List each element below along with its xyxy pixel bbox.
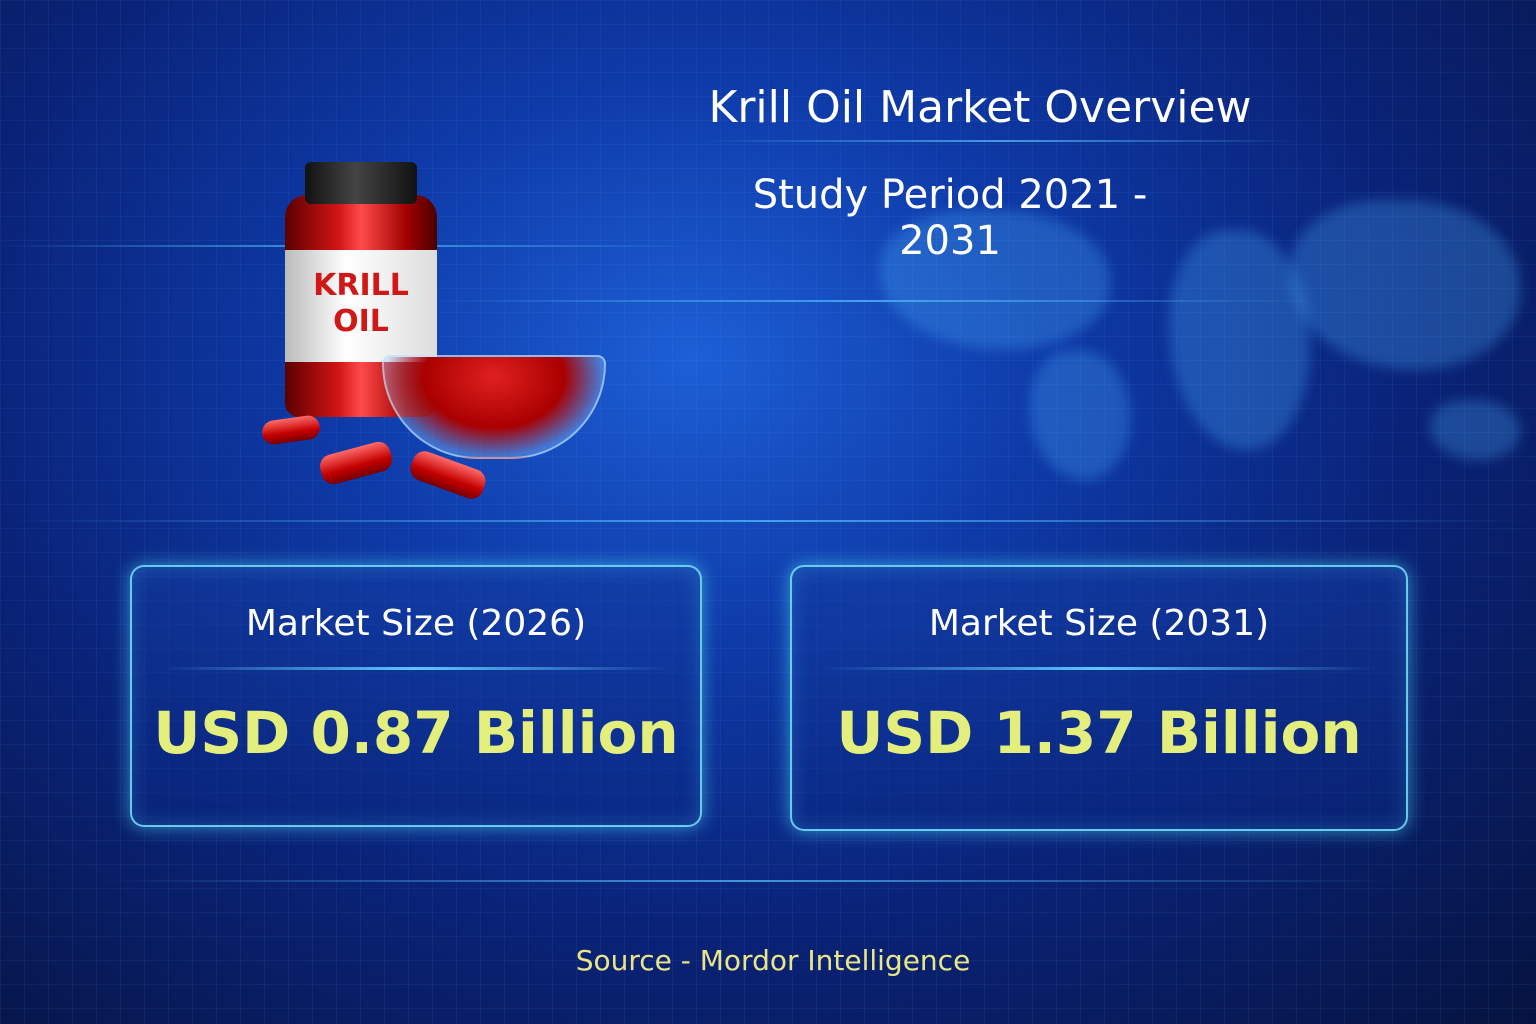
- source-credit: Source - Mordor Intelligence: [575, 944, 971, 977]
- light-streak: [0, 520, 1536, 522]
- study-period: Study Period 2021 - 2031: [752, 172, 1148, 264]
- card-label: Market Size (2026): [245, 603, 587, 644]
- world-map-south-america: [1030, 350, 1130, 480]
- light-streak: [100, 880, 1400, 882]
- bottle-label-line2: OIL: [333, 304, 389, 339]
- card-label: Market Size (2031): [928, 603, 1270, 644]
- world-map-north-america: [880, 210, 1110, 350]
- bottle-cap-icon: [305, 162, 417, 204]
- world-map-australia: [1430, 400, 1520, 460]
- market-size-2031-card: Market Size (2031) USD 1.37 Billion: [790, 565, 1408, 831]
- divider: [162, 667, 670, 670]
- card-value: USD 0.87 Billion: [153, 699, 679, 767]
- bottle-label-line1: KRILL: [313, 268, 409, 303]
- light-streak: [420, 300, 1320, 302]
- world-map-asia: [1290, 200, 1520, 370]
- market-size-2026-card: Market Size (2026) USD 0.87 Billion: [130, 565, 702, 827]
- card-value: USD 1.37 Billion: [836, 699, 1362, 767]
- light-streak: [700, 140, 1300, 142]
- divider: [822, 667, 1376, 670]
- bottle-label: KRILL OIL: [285, 250, 437, 362]
- world-map-europe-africa: [1170, 230, 1310, 450]
- page-title: Krill Oil Market Overview: [708, 82, 1252, 133]
